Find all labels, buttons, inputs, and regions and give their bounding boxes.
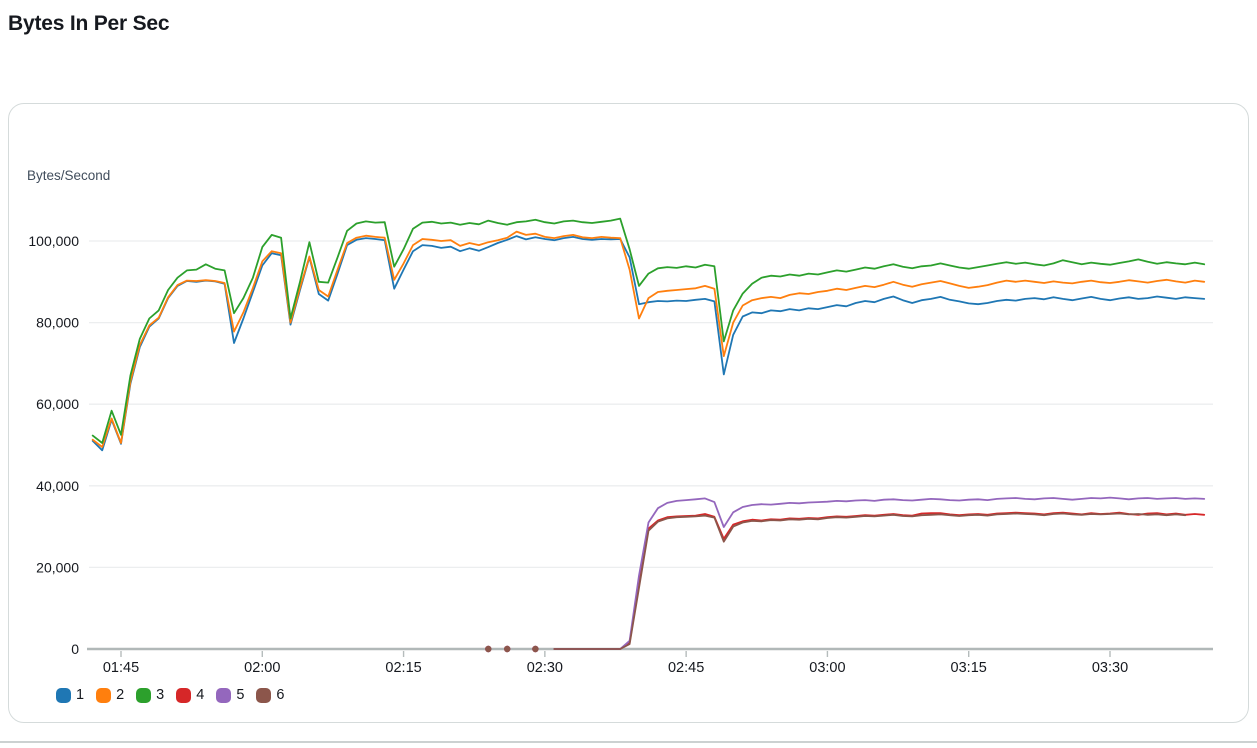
page-title: Bytes In Per Sec	[8, 12, 170, 35]
legend-swatch-icon-6	[256, 687, 272, 703]
series-line-2	[91, 230, 1206, 448]
chart-legend: 1 2 3 4 5 6	[56, 687, 296, 703]
line-chart[interactable]: 0 20,000 40,000 60,000 80,000 100,000 01:45 02:…	[9, 104, 1248, 722]
series-6-data-point-dot	[532, 645, 539, 653]
plot-area[interactable]	[89, 201, 1213, 649]
series-line-6	[553, 512, 1187, 650]
legend-item-6[interactable]: 6	[256, 687, 284, 703]
series-line-3	[91, 217, 1206, 444]
x-tick-label: 02:15	[385, 660, 421, 676]
series-line-1	[91, 235, 1206, 452]
y-tick-label: 100,000	[28, 233, 79, 249]
legend-swatch-icon-1	[56, 687, 71, 703]
series-line-5	[553, 496, 1206, 650]
bottom-divider	[0, 741, 1257, 743]
legend-swatch-icon-5	[216, 687, 232, 703]
x-tick-label: 02:30	[527, 660, 563, 676]
x-tick-label: 03:00	[809, 660, 845, 676]
y-tick-label: 20,000	[36, 559, 79, 575]
legend-label-1: 1	[76, 687, 85, 703]
legend-label-3: 3	[156, 687, 165, 703]
chart-card: Bytes/Second 0 20,000 40,000 60,000 80,000 10…	[8, 103, 1249, 723]
legend-label-2: 2	[116, 687, 125, 703]
y-tick-label: 40,000	[36, 478, 79, 494]
legend-label-5: 5	[236, 687, 245, 703]
legend-swatch-icon-3	[136, 687, 152, 703]
x-tick-label: 03:30	[1092, 660, 1128, 676]
series-6-data-point-dot	[485, 645, 492, 653]
y-tick-label: 80,000	[36, 315, 79, 331]
legend-label-6: 6	[276, 687, 285, 703]
y-tick-label: 60,000	[36, 396, 79, 412]
legend-swatch-icon-2	[96, 687, 112, 703]
x-tick-label: 02:45	[668, 660, 704, 676]
x-tick-label: 02:00	[244, 660, 280, 676]
legend-item-5[interactable]: 5	[216, 687, 244, 703]
legend-item-3[interactable]: 3	[136, 687, 164, 703]
y-tick-label: 0	[71, 641, 79, 657]
y-axis-title: Bytes/Second	[27, 168, 111, 183]
legend-item-4[interactable]: 4	[176, 687, 204, 703]
legend-label-4: 4	[196, 687, 205, 703]
legend-swatch-icon-4	[176, 687, 192, 703]
legend-item-2[interactable]: 2	[96, 687, 124, 703]
legend-item-1[interactable]: 1	[56, 687, 84, 703]
series-6-data-point-dot	[504, 645, 511, 653]
x-tick-label: 03:15	[951, 660, 987, 676]
x-tick-label: 01:45	[103, 660, 139, 676]
